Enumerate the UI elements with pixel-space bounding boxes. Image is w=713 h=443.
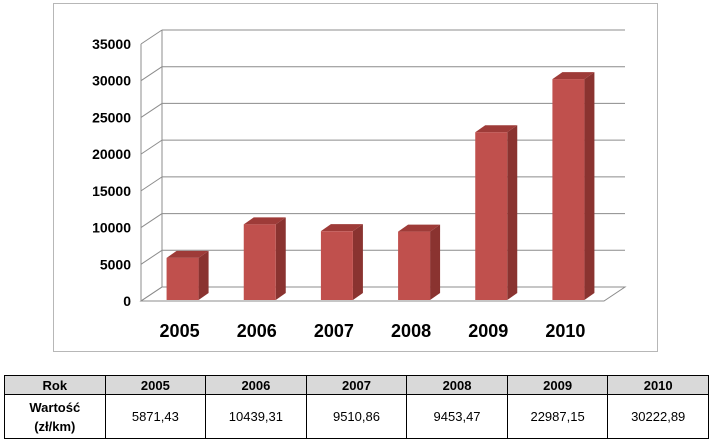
bar (398, 231, 431, 300)
x-tick-label: 2005 (160, 321, 200, 341)
table-cell-value: 10439,31 (205, 394, 307, 439)
bar-side (352, 224, 363, 300)
y-tick-label: 20000 (92, 146, 131, 162)
bar-side (507, 125, 518, 300)
bar-side (275, 217, 286, 300)
chart-area: 0 5000 10000 15000 20000 25000 30000 35000 2005 2… (53, 3, 658, 352)
y-tick-label: 25000 (92, 109, 131, 125)
table-header-rok: Rok (4, 374, 106, 396)
bar (166, 257, 199, 300)
gridline-depth (140, 29, 163, 45)
y-tick-label: 0 (123, 293, 131, 309)
table-header-row: Rok 2005 2006 2007 2008 2009 2010 (4, 374, 709, 396)
bar-top (398, 224, 441, 232)
gridline-depth (140, 213, 163, 228)
gridline-depth (140, 286, 163, 302)
gridline-depth (140, 176, 163, 192)
bar-side (430, 224, 441, 300)
bar-chart: 0 5000 10000 15000 20000 25000 30000 35000 2005 2… (92, 29, 627, 341)
table-cell-value: 30222,89 (607, 394, 709, 439)
bar-side (584, 72, 595, 300)
table-row-label: Wartość (zł/km) (4, 394, 106, 439)
row-label-line1: Wartość (29, 399, 81, 415)
bar (243, 224, 276, 300)
gridline-depth (140, 249, 163, 265)
data-table: Rok 2005 2006 2007 2008 2009 2010 Wartoś… (4, 374, 709, 439)
table-header-year: 2008 (406, 374, 508, 396)
table-cell-value: 9510,86 (305, 394, 408, 439)
row-label-line2: (zł/km) (34, 418, 76, 434)
table-header-year: 2010 (607, 374, 709, 396)
bar-top (320, 224, 363, 232)
table-header-year: 2005 (104, 374, 207, 396)
bar (552, 79, 585, 300)
table-header-year: 2009 (506, 374, 609, 396)
bar-side (198, 250, 209, 300)
bar-top (166, 250, 209, 258)
x-tick-label: 2009 (468, 321, 508, 341)
y-tick-label: 15000 (92, 183, 131, 199)
y-tick-label: 5000 (100, 256, 131, 272)
table-header-year: 2007 (305, 374, 408, 396)
table-cell-value: 5871,43 (104, 394, 207, 439)
table-cell-value: 9453,47 (406, 394, 508, 439)
y-tick-label: 30000 (92, 73, 131, 89)
bar-top (552, 72, 595, 80)
bar-top (475, 125, 518, 133)
chart-floor (139, 286, 627, 302)
y-tick-label: 10000 (92, 220, 131, 236)
x-tick-label: 2010 (545, 321, 585, 341)
bar (320, 231, 353, 300)
table-values-row: Wartość (zł/km) 5871,43 10439,31 9510,86… (4, 394, 709, 439)
x-tick-label: 2006 (237, 321, 277, 341)
table-cell-value: 22987,15 (506, 394, 609, 439)
bar (475, 132, 508, 300)
gridline-depth (140, 139, 163, 155)
table-header-year: 2006 (205, 374, 307, 396)
x-tick-label: 2008 (391, 321, 431, 341)
y-tick-label: 35000 (92, 36, 131, 52)
bar-top (243, 217, 286, 225)
gridline-depth (140, 103, 163, 118)
gridline-depth (140, 66, 163, 82)
x-tick-label: 2007 (314, 321, 354, 341)
